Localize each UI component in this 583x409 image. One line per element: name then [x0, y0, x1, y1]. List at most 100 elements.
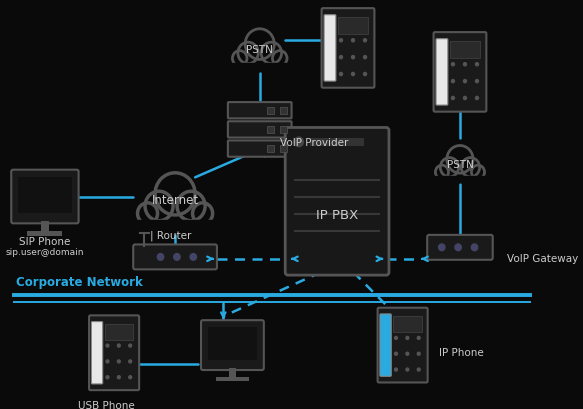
Circle shape — [272, 51, 287, 66]
FancyBboxPatch shape — [434, 32, 486, 112]
Circle shape — [472, 165, 484, 179]
Circle shape — [436, 165, 448, 179]
Text: | Router: | Router — [150, 231, 191, 241]
Circle shape — [395, 337, 398, 339]
Circle shape — [106, 376, 109, 379]
Circle shape — [192, 203, 213, 224]
FancyBboxPatch shape — [378, 308, 428, 382]
Circle shape — [129, 360, 132, 363]
Circle shape — [174, 254, 180, 260]
FancyBboxPatch shape — [228, 140, 292, 157]
Circle shape — [117, 376, 120, 379]
FancyBboxPatch shape — [322, 8, 374, 88]
Circle shape — [364, 56, 367, 59]
FancyBboxPatch shape — [104, 324, 133, 340]
Bar — [267, 126, 274, 133]
FancyBboxPatch shape — [228, 102, 292, 118]
FancyBboxPatch shape — [133, 245, 217, 270]
Circle shape — [417, 352, 420, 355]
Bar — [310, 138, 364, 146]
Bar — [18, 177, 72, 213]
Text: VoIP Gateway: VoIP Gateway — [507, 254, 578, 264]
Bar — [208, 327, 257, 360]
Circle shape — [190, 254, 196, 260]
FancyBboxPatch shape — [228, 121, 292, 137]
Circle shape — [463, 79, 466, 83]
Text: PSTN: PSTN — [246, 45, 273, 55]
Circle shape — [261, 42, 282, 64]
Bar — [137, 220, 213, 228]
Circle shape — [463, 63, 466, 66]
Circle shape — [117, 344, 120, 347]
Circle shape — [352, 72, 354, 76]
Text: IP PBX: IP PBX — [316, 209, 358, 222]
FancyBboxPatch shape — [324, 15, 336, 81]
Circle shape — [352, 39, 354, 42]
Circle shape — [395, 352, 398, 355]
FancyBboxPatch shape — [285, 128, 389, 275]
Circle shape — [106, 360, 109, 363]
Text: sip.user@domain: sip.user@domain — [6, 248, 84, 257]
Circle shape — [406, 337, 409, 339]
FancyBboxPatch shape — [427, 235, 493, 260]
Bar — [267, 145, 274, 152]
Text: USB Phone: USB Phone — [79, 401, 135, 409]
FancyBboxPatch shape — [201, 320, 264, 370]
Circle shape — [117, 360, 120, 363]
Circle shape — [106, 344, 109, 347]
FancyBboxPatch shape — [436, 39, 448, 105]
Text: Internet: Internet — [152, 194, 199, 207]
FancyBboxPatch shape — [92, 321, 103, 384]
Circle shape — [339, 72, 342, 76]
Circle shape — [438, 244, 445, 251]
Circle shape — [461, 157, 480, 177]
FancyBboxPatch shape — [450, 41, 480, 58]
Text: IP Phone: IP Phone — [439, 348, 484, 358]
Text: Corporate Network: Corporate Network — [16, 276, 143, 290]
Bar — [232, 63, 287, 69]
Circle shape — [245, 29, 274, 59]
Text: PSTN: PSTN — [447, 160, 473, 170]
Circle shape — [294, 137, 303, 147]
Circle shape — [451, 79, 455, 83]
Circle shape — [476, 63, 479, 66]
Circle shape — [476, 79, 479, 83]
Circle shape — [417, 337, 420, 339]
Circle shape — [339, 39, 342, 42]
Circle shape — [364, 72, 367, 76]
Circle shape — [233, 51, 247, 66]
Circle shape — [155, 173, 195, 215]
Circle shape — [157, 254, 164, 260]
Bar — [280, 145, 287, 152]
Circle shape — [451, 63, 455, 66]
Circle shape — [447, 146, 473, 173]
Circle shape — [129, 344, 132, 347]
Circle shape — [463, 97, 466, 99]
FancyBboxPatch shape — [89, 315, 139, 390]
Circle shape — [471, 244, 477, 251]
Circle shape — [129, 376, 132, 379]
FancyBboxPatch shape — [11, 170, 79, 223]
Circle shape — [406, 368, 409, 371]
Bar — [435, 176, 485, 182]
Bar — [280, 126, 287, 133]
Bar — [41, 221, 49, 231]
Bar — [280, 107, 287, 114]
Circle shape — [364, 39, 367, 42]
Bar — [267, 107, 274, 114]
FancyBboxPatch shape — [338, 17, 368, 34]
Circle shape — [177, 191, 205, 221]
Circle shape — [455, 244, 461, 251]
Circle shape — [238, 42, 258, 64]
Bar — [27, 231, 62, 236]
FancyBboxPatch shape — [393, 316, 422, 332]
FancyBboxPatch shape — [380, 314, 391, 376]
Text: VoIP Provider: VoIP Provider — [280, 138, 349, 148]
Circle shape — [451, 97, 455, 99]
Bar — [229, 368, 236, 378]
Circle shape — [476, 97, 479, 99]
Circle shape — [440, 157, 459, 177]
Circle shape — [406, 352, 409, 355]
Circle shape — [395, 368, 398, 371]
Text: SIP Phone: SIP Phone — [19, 237, 71, 247]
